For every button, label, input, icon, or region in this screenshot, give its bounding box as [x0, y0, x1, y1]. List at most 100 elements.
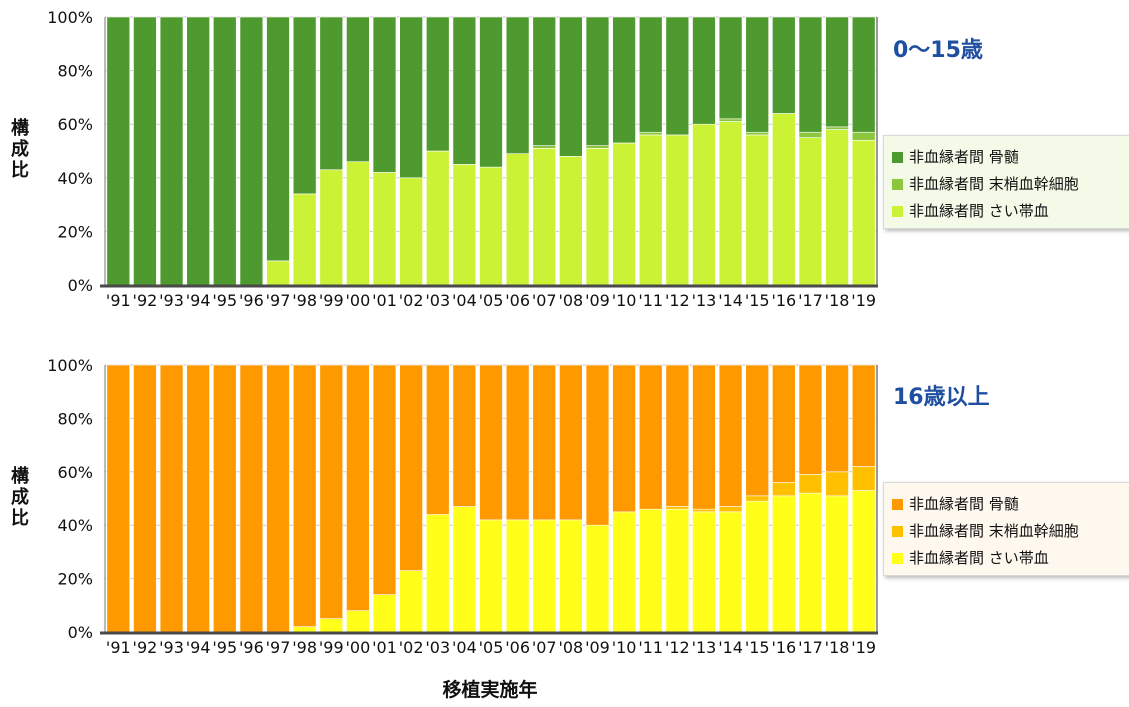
bar-segment: [319, 364, 344, 619]
bar-segment: [692, 511, 716, 633]
bar-segment: [186, 16, 210, 286]
legend-swatch-pbsc: [892, 526, 903, 537]
bar-segment: [559, 519, 583, 633]
bar-segment: [505, 519, 530, 633]
y-tick-label: 60%: [57, 463, 93, 482]
bar-segment: [798, 131, 823, 138]
y-tick-label: 40%: [57, 169, 93, 188]
legend-item-pbsc: 非血縁者間 末梢血幹細胞: [892, 173, 1079, 194]
legend-panel-1: 非血縁者間 骨髄 非血縁者間 末梢血幹細胞 非血縁者間 さい帯血: [883, 135, 1129, 229]
x-tick-label: '07: [532, 291, 557, 310]
y-tick-label: 20%: [57, 570, 93, 589]
y-tick-label: 100%: [47, 356, 93, 375]
x-tick-label: '03: [425, 638, 450, 657]
bar-segment: [372, 364, 397, 595]
legend-label: 非血縁者間 さい帯血: [909, 202, 1049, 220]
bar-segment: [825, 129, 849, 286]
bar-segment: [612, 16, 636, 144]
x-tick-label: '08: [558, 638, 583, 657]
legend-item-cord-blood: 非血縁者間 さい帯血: [892, 547, 1049, 568]
bar-segment: [292, 16, 317, 195]
bar-segment: [772, 16, 796, 114]
bar-segment: [851, 364, 876, 467]
bar-segment: [798, 492, 823, 633]
legend-label: 非血縁者間 骨髄: [909, 495, 1019, 513]
bar-segment: [665, 506, 690, 510]
bar-segment: [532, 519, 556, 633]
x-tick-label: '13: [692, 638, 717, 657]
bar-segment: [399, 16, 423, 179]
bar-segment: [559, 364, 583, 521]
bar-segment: [585, 364, 610, 526]
legend-item-bone-marrow: 非血縁者間 骨髄: [892, 146, 1019, 167]
bar-segment: [292, 626, 317, 633]
x-tick-label: '94: [186, 638, 211, 657]
bar-segment: [798, 364, 823, 475]
bar-segment: [292, 193, 317, 286]
y-tick-label: 80%: [57, 409, 93, 428]
bar-segment: [399, 570, 423, 633]
bar-segment: [372, 16, 397, 173]
bar-segment: [266, 260, 290, 286]
bar-segment: [851, 466, 876, 491]
x-tick-label: '10: [612, 638, 637, 657]
bar-segment: [745, 495, 769, 502]
bar-segment: [319, 16, 344, 171]
x-tick-label: '99: [319, 291, 344, 310]
x-tick-label: '12: [665, 638, 690, 657]
bar-segment: [585, 524, 610, 633]
bar-segment: [532, 148, 556, 286]
x-tick-label: '04: [452, 291, 477, 310]
bar-segment: [426, 364, 450, 515]
bar-segment: [452, 164, 477, 286]
x-tick-label: '16: [771, 291, 796, 310]
x-tick-label: '94: [186, 291, 211, 310]
legend-swatch-cord-blood: [892, 206, 903, 217]
bar-segment: [851, 139, 876, 286]
bar-segment: [399, 177, 423, 286]
bar-segment: [745, 131, 769, 136]
bar-segment: [585, 16, 610, 146]
bar-segment: [426, 514, 450, 633]
bar-segment: [745, 134, 769, 286]
bar-segment: [106, 16, 131, 286]
y-tick-label: 40%: [57, 516, 93, 535]
x-tick-label: '07: [532, 638, 557, 657]
bar-segment: [266, 364, 290, 633]
bar-segment: [133, 16, 157, 286]
bar-segment: [479, 166, 503, 286]
x-tick-label: '95: [212, 291, 237, 310]
x-tick-label: '97: [266, 638, 291, 657]
legend-swatch-pbsc: [892, 179, 903, 190]
legend-label: 非血縁者間 末梢血幹細胞: [909, 175, 1079, 193]
bar-segment: [426, 16, 450, 152]
y-axis-label-panel-2: 構成比: [11, 466, 29, 529]
x-tick-label: '99: [319, 638, 344, 657]
legend-item-cord-blood: 非血縁者間 さい帯血: [892, 200, 1049, 221]
legend-panel-2: 非血縁者間 骨髄 非血縁者間 末梢血幹細胞 非血縁者間 さい帯血: [883, 482, 1129, 576]
x-tick-label: '96: [239, 291, 264, 310]
bar-segment: [772, 113, 796, 286]
bar-segment: [159, 16, 184, 286]
bar-segment: [399, 364, 423, 571]
bar-segment: [292, 364, 317, 627]
bar-segment: [612, 511, 636, 633]
bar-segment: [372, 172, 397, 286]
bar-segment: [479, 364, 503, 521]
x-tick-label: '17: [798, 638, 823, 657]
x-tick-label: '98: [292, 291, 317, 310]
legend-label: 非血縁者間 骨髄: [909, 148, 1019, 166]
legend-label: 非血縁者間 さい帯血: [909, 549, 1049, 567]
bar-segment: [559, 16, 583, 157]
bar-segment: [479, 16, 503, 168]
x-tick-label: '11: [638, 638, 663, 657]
bar-segment: [851, 131, 876, 141]
bar-segment: [612, 142, 636, 286]
bar-segment: [798, 137, 823, 286]
y-tick-label: 100%: [47, 8, 93, 27]
x-tick-label: '91: [106, 291, 131, 310]
chart-panel-1: 0%20%40%60%80%100%'91'92'93'94'95'96'97 '…: [47, 8, 878, 310]
legend-item-bone-marrow: 非血縁者間 骨髄: [892, 493, 1019, 514]
bar-segment: [186, 364, 210, 633]
bar-segment: [772, 364, 796, 483]
